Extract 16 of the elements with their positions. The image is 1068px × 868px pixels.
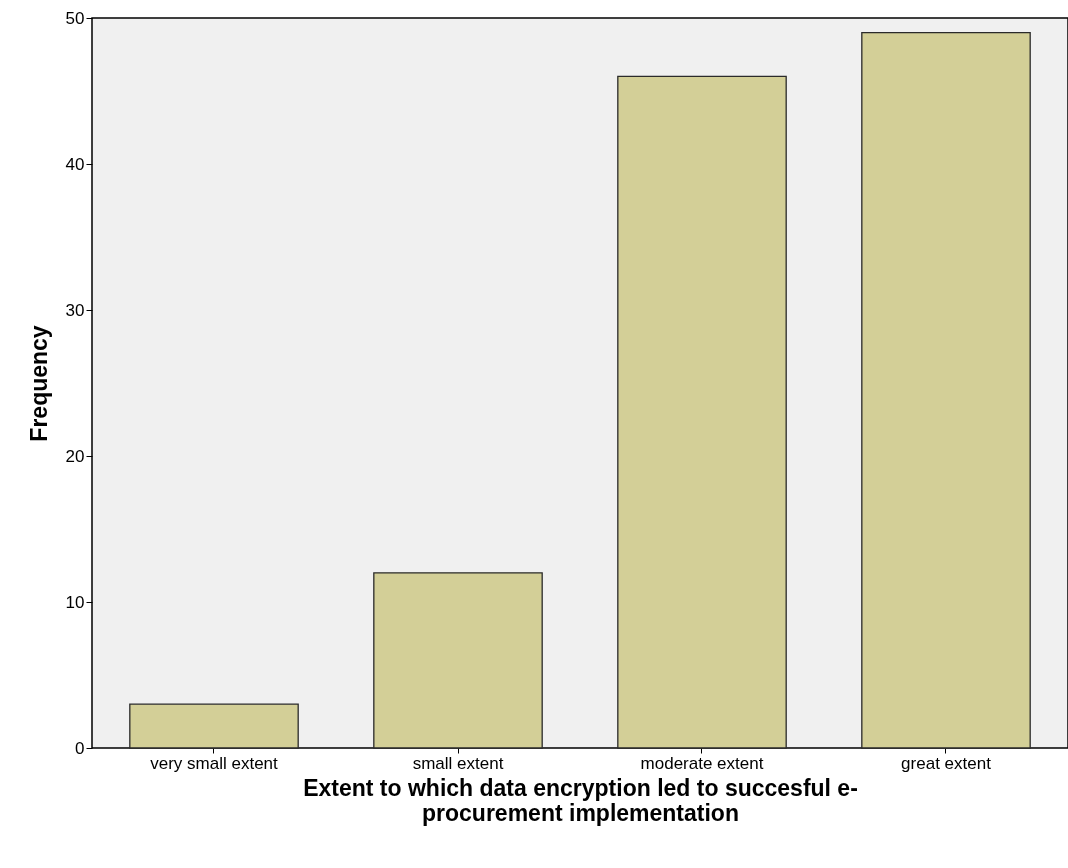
bar [861,31,1031,749]
y-tick-label: 20 [65,446,85,466]
x-axis-title: Extent to which data encryption led to succesful e-procurement implementation [303,774,858,826]
bar [373,572,543,749]
x-tick-label: moderate extent [640,753,764,773]
y-tick-label: 50 [65,8,85,28]
y-tick-label: 40 [65,154,85,174]
y-tick-label: 0 [75,738,85,758]
x-tick-label: small extent [412,753,504,773]
x-tick-label: very small extent [150,753,279,773]
x-tick-label: great extent [901,753,992,773]
bar [617,75,787,749]
bar [129,703,299,749]
y-tick-label: 30 [65,300,85,320]
y-axis-title: Frequency [25,325,52,442]
y-tick-label: 10 [65,592,85,612]
